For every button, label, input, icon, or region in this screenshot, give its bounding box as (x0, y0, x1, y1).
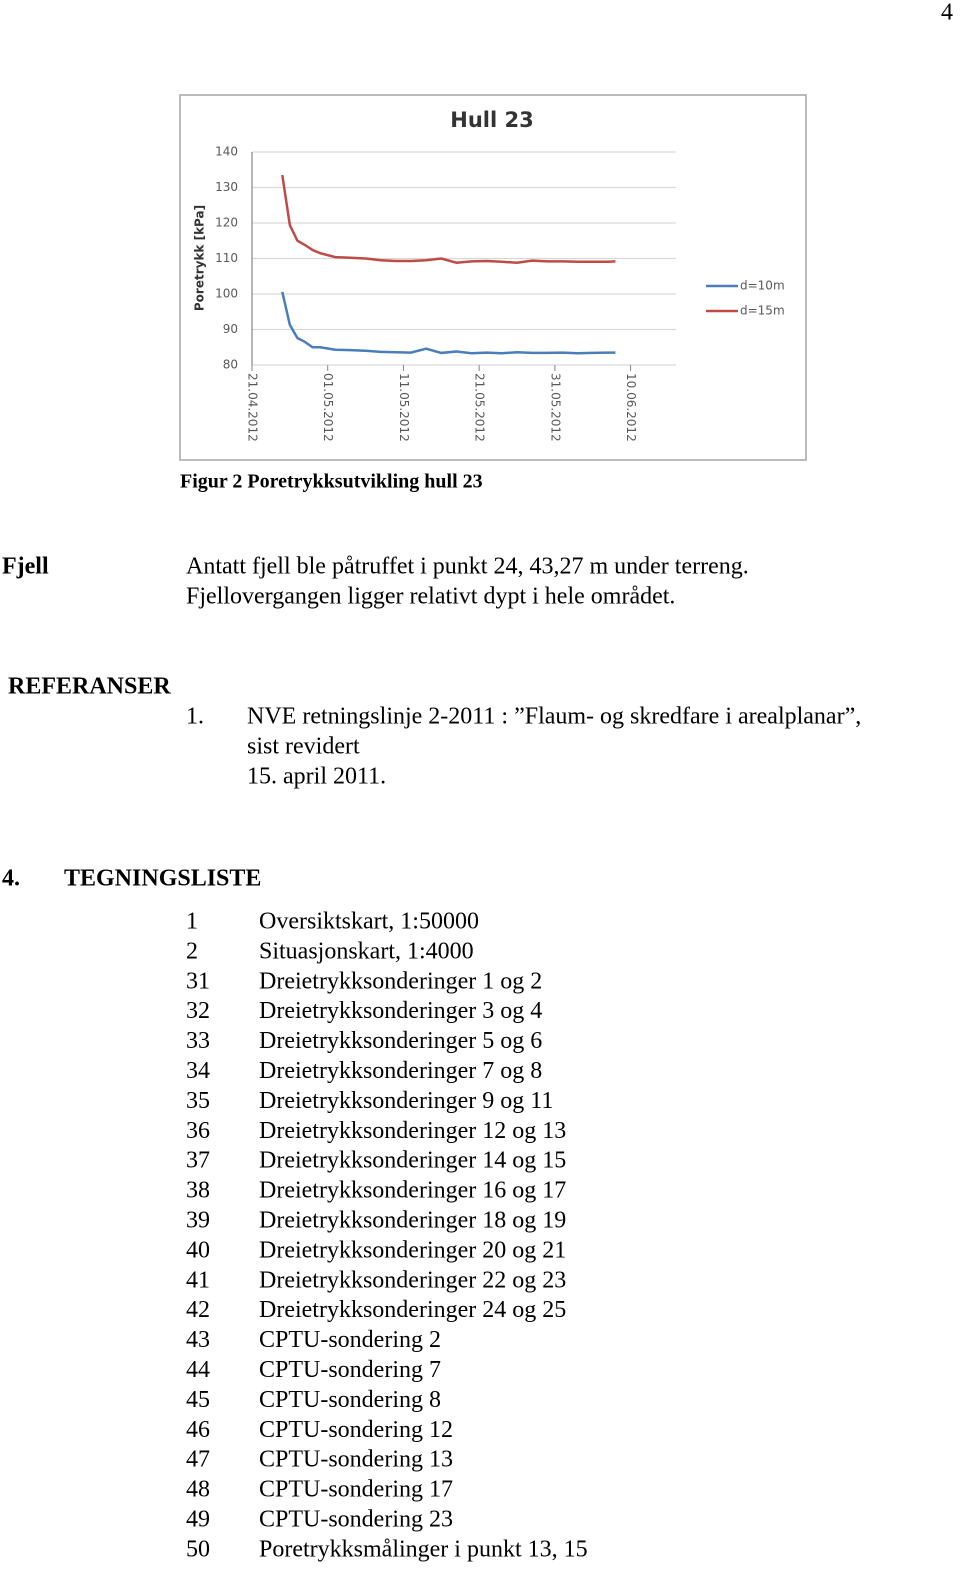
drawing-number: 50 (186, 1536, 210, 1562)
chart-frame (179, 94, 807, 461)
drawing-number: 49 (186, 1507, 210, 1533)
paragraph-line: Antatt fjell ble påtruffet i punkt 24, 4… (186, 554, 749, 580)
drawing-number: 39 (186, 1208, 210, 1234)
drawing-number: 42 (186, 1297, 210, 1323)
x-tick-label: 10.06.2012 (624, 373, 638, 442)
y-tick-label: 100 (215, 287, 238, 301)
drawing-title: Dreietrykksonderinger 16 og 17 (259, 1178, 566, 1204)
drawing-number: 33 (186, 1028, 210, 1054)
data-line (281, 291, 616, 355)
drawing-number: 2 (186, 938, 198, 964)
drawing-title: Dreietrykksonderinger 14 og 15 (259, 1148, 566, 1174)
drawing-title: Dreietrykksonderinger 5 og 6 (259, 1028, 542, 1054)
legend-label: d=15m (740, 304, 785, 318)
x-tick-label: 21.04.2012 (246, 373, 260, 442)
drawing-number: 46 (186, 1417, 210, 1443)
drawing-number: 47 (186, 1447, 210, 1473)
list-number: 1. (186, 704, 204, 730)
x-tick-label: 01.05.2012 (321, 373, 335, 442)
x-tick-label: 31.05.2012 (548, 373, 562, 442)
drawing-title: Dreietrykksonderinger 18 og 19 (259, 1208, 566, 1234)
data-line (281, 174, 616, 265)
y-tick-label: 130 (215, 180, 238, 194)
drawing-number: 32 (186, 998, 210, 1024)
drawing-number: 36 (186, 1118, 210, 1144)
reference-line: NVE retningslinje 2-2011 : ”Flaum- og sk… (247, 704, 861, 730)
y-tick-label: 120 (215, 216, 238, 230)
drawing-title: Dreietrykksonderinger 1 og 2 (259, 968, 542, 994)
y-tick-label: 80 (223, 358, 238, 372)
drawing-number: 34 (186, 1058, 210, 1084)
x-tick-label: 11.05.2012 (397, 373, 411, 442)
drawing-number: 44 (186, 1357, 210, 1383)
section-heading: REFERANSER (8, 674, 171, 700)
drawing-title: Dreietrykksonderinger 20 og 21 (259, 1237, 566, 1263)
drawing-number: 41 (186, 1267, 210, 1293)
drawing-number: 1 (186, 909, 198, 935)
figure-caption: Figur 2 Poretrykksutvikling hull 23 (180, 471, 483, 493)
y-tick-label: 110 (215, 251, 238, 265)
reference-line: sist revidert (247, 734, 360, 760)
drawing-number: 35 (186, 1088, 210, 1114)
y-tick-label: 90 (223, 322, 238, 336)
drawing-title: Dreietrykksonderinger 24 og 25 (259, 1297, 566, 1323)
drawing-number: 45 (186, 1387, 210, 1413)
drawing-number: 38 (186, 1178, 210, 1204)
drawing-number: 31 (186, 968, 210, 994)
drawing-title: CPTU-sondering 2 (259, 1327, 441, 1353)
drawing-title: CPTU-sondering 17 (259, 1477, 453, 1503)
x-tick-label: 21.05.2012 (473, 373, 487, 442)
y-tick-label: 140 (215, 145, 238, 159)
drawing-number: 48 (186, 1477, 210, 1503)
reference-line: 15. april 2011. (247, 764, 386, 790)
drawing-title: Dreietrykksonderinger 7 og 8 (259, 1058, 542, 1084)
drawing-title: Situasjonskart, 1:4000 (259, 938, 474, 964)
legend-label: d=10m (740, 279, 785, 293)
section-label: Fjell (2, 554, 49, 580)
section-number: 4. (2, 866, 20, 892)
drawing-title: Dreietrykksonderinger 22 og 23 (259, 1267, 566, 1293)
drawing-title: CPTU-sondering 12 (259, 1417, 453, 1443)
drawing-title: Dreietrykksonderinger 3 og 4 (259, 998, 542, 1024)
chart-title: Hull 23 (450, 108, 533, 132)
drawing-title: Oversiktskart, 1:50000 (259, 909, 479, 935)
drawing-title: CPTU-sondering 8 (259, 1387, 441, 1413)
paragraph-line: Fjellovergangen ligger relativt dypt i h… (186, 584, 675, 610)
drawing-title: CPTU-sondering 7 (259, 1357, 441, 1383)
drawing-title: CPTU-sondering 23 (259, 1507, 453, 1533)
drawing-number: 40 (186, 1237, 210, 1263)
drawing-title: Poretrykksmålinger i punkt 13, 15 (259, 1536, 588, 1562)
drawing-number: 37 (186, 1148, 210, 1174)
drawing-title: Dreietrykksonderinger 9 og 11 (259, 1088, 553, 1114)
y-axis-label: Poretrykk [kPa] (193, 205, 207, 311)
page-number: 4 (941, 0, 953, 26)
drawing-number: 43 (186, 1327, 210, 1353)
section-heading: TEGNINGSLISTE (64, 866, 261, 892)
drawing-title: CPTU-sondering 13 (259, 1447, 453, 1473)
drawing-title: Dreietrykksonderinger 12 og 13 (259, 1118, 566, 1144)
